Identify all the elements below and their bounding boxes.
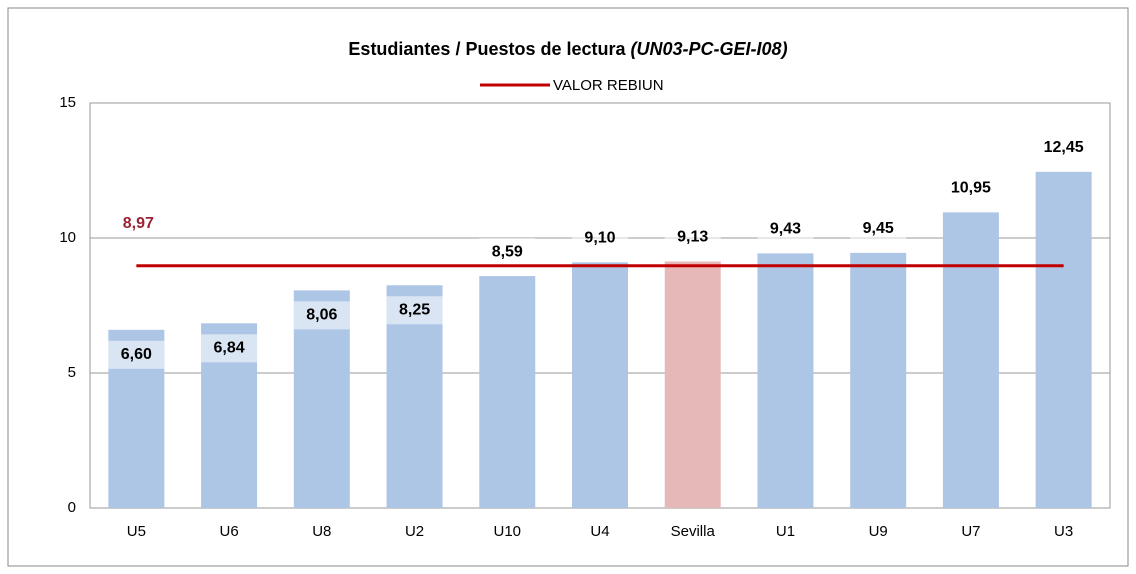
bar	[757, 253, 814, 508]
legend-label: VALOR REBIUN	[553, 77, 664, 94]
value-label-bg	[479, 238, 536, 267]
x-tick-label: U5	[127, 523, 146, 540]
reference-label: 8,97	[123, 215, 154, 232]
y-tick-label: 0	[68, 499, 76, 516]
bar	[479, 276, 536, 508]
value-label-bg	[664, 223, 721, 252]
value-label: 9,45	[863, 220, 894, 237]
x-tick-label: U8	[312, 523, 331, 540]
y-tick-label: 10	[59, 229, 76, 246]
value-label: 6,60	[121, 346, 152, 363]
title-suffix: (UN03-PC-GEI-I08)	[631, 39, 788, 59]
value-label: 8,25	[399, 301, 430, 318]
value-label: 12,45	[1044, 139, 1084, 156]
value-label: 9,43	[770, 221, 801, 238]
chart-frame	[7, 7, 1129, 567]
value-label: 9,10	[584, 230, 615, 247]
x-tick-label: U3	[1054, 523, 1073, 540]
x-tick-label: U10	[494, 523, 522, 540]
value-label: 10,95	[951, 180, 991, 197]
bar	[572, 262, 628, 508]
value-label: 6,84	[214, 340, 245, 357]
x-tick-label: U2	[405, 523, 424, 540]
chart-title: Estudiantes / Puestos de lectura (UN03-P…	[348, 39, 787, 59]
x-tick-label: U6	[219, 523, 238, 540]
value-label-bg	[572, 224, 628, 253]
value-label-bg	[942, 174, 999, 203]
value-label-bg	[1035, 133, 1092, 162]
value-label-bg	[386, 296, 443, 325]
value-label-bg	[757, 215, 814, 244]
value-label: 8,59	[492, 243, 523, 260]
value-label-bg	[850, 214, 907, 243]
x-tick-label: U4	[590, 523, 609, 540]
value-label: 9,13	[677, 229, 708, 246]
x-tick-label: U9	[869, 523, 888, 540]
value-label: 8,06	[306, 307, 337, 324]
x-tick-label: Sevilla	[671, 523, 716, 540]
value-label-bg	[293, 301, 350, 330]
value-label-bg	[201, 334, 258, 363]
bar	[850, 252, 907, 508]
bar	[942, 212, 999, 508]
x-tick-label: U7	[961, 523, 980, 540]
y-tick-label: 5	[68, 364, 76, 381]
value-label-bg	[108, 340, 165, 369]
x-tick-label: U1	[776, 523, 795, 540]
title-main: Estudiantes / Puestos de lectura	[348, 39, 626, 59]
y-tick-label: 15	[59, 94, 76, 111]
bar	[1035, 171, 1092, 508]
bar	[664, 261, 721, 508]
